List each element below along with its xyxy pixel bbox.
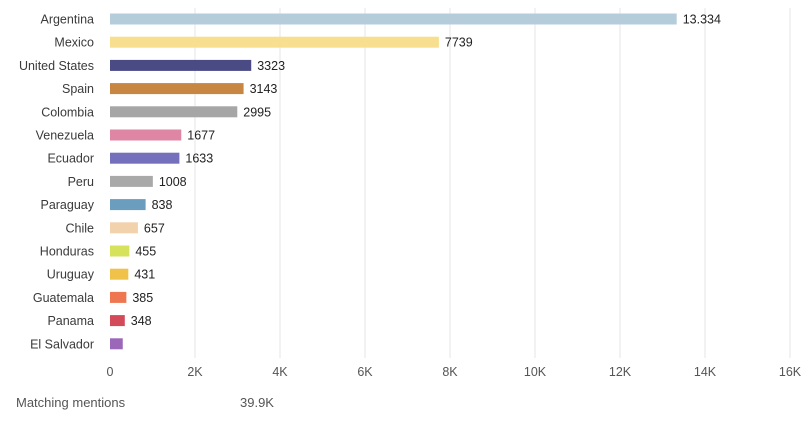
- value-label: 3323: [257, 59, 285, 73]
- value-label: 431: [134, 268, 155, 282]
- category-label: Ecuador: [47, 152, 94, 166]
- bars: [110, 13, 677, 350]
- category-label: Guatemala: [33, 291, 94, 305]
- bar: [110, 59, 252, 71]
- bar: [110, 291, 127, 303]
- category-label: United States: [19, 59, 94, 73]
- value-label: 385: [132, 291, 153, 305]
- bar: [110, 268, 129, 280]
- category-label: Argentina: [40, 13, 94, 27]
- category-label: Colombia: [41, 105, 94, 119]
- x-tick-label: 4K: [272, 365, 288, 379]
- value-label: 2995: [243, 105, 271, 119]
- value-label: 838: [152, 198, 173, 212]
- bar: [110, 222, 138, 234]
- category-label: Honduras: [40, 245, 94, 259]
- bar: [110, 338, 123, 350]
- category-label: Spain: [62, 82, 94, 96]
- value-label: 657: [144, 221, 165, 235]
- value-label: 13.334: [683, 13, 721, 27]
- x-tick-label: 14K: [694, 365, 717, 379]
- bar: [110, 83, 244, 95]
- grid: [194, 8, 791, 358]
- value-label: 1008: [159, 175, 187, 189]
- bar: [110, 152, 180, 164]
- bar: [110, 13, 677, 25]
- bar: [110, 175, 153, 187]
- x-tick-label: 2K: [187, 365, 203, 379]
- value-label: 1633: [185, 152, 213, 166]
- matching-mentions-label: Matching mentions: [16, 395, 126, 410]
- bar: [110, 199, 146, 211]
- category-label: Paraguay: [40, 198, 94, 212]
- value-label: 1677: [187, 129, 215, 143]
- value-label: 7739: [445, 36, 473, 50]
- matching-mentions-value: 39.9K: [240, 395, 274, 410]
- x-tick-label: 10K: [524, 365, 547, 379]
- category-label: Chile: [66, 221, 95, 235]
- bar: [110, 315, 125, 327]
- category-label: Panama: [47, 314, 94, 328]
- category-label: Venezuela: [36, 129, 94, 143]
- x-tick-label: 12K: [609, 365, 632, 379]
- category-labels: Argentina Mexico United States Spain Colombi…: [19, 13, 95, 352]
- x-tick-label: 0: [107, 365, 114, 379]
- category-label: Peru: [68, 175, 94, 189]
- bar: [110, 36, 439, 48]
- bar: [110, 106, 238, 118]
- value-label: 3143: [250, 82, 278, 96]
- bar: [110, 245, 130, 257]
- bar: [110, 129, 182, 141]
- x-tick-label: 6K: [357, 365, 373, 379]
- category-label: Mexico: [54, 36, 94, 50]
- value-label: 348: [131, 314, 152, 328]
- value-labels: 13.334 7739 3323 3143 2995 1677 1633 1008 838 657…: [131, 13, 721, 329]
- x-axis-ticks: 0 2K 4K 6K 8K 10K 12K 14K 16K: [107, 365, 802, 379]
- x-tick-label: 8K: [442, 365, 458, 379]
- value-label: 455: [135, 245, 156, 259]
- x-tick-label: 16K: [779, 365, 802, 379]
- category-label: Uruguay: [47, 268, 95, 282]
- category-label: El Salvador: [30, 337, 94, 351]
